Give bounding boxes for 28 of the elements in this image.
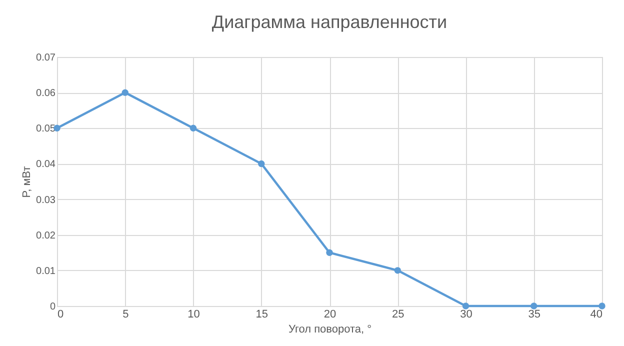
- y-axis-title: P, мВт: [21, 166, 34, 198]
- x-tick-label: 15: [256, 308, 268, 320]
- x-axis-title: Угол поворота, °: [288, 324, 372, 336]
- point: [122, 89, 128, 96]
- x-tick-label: 5: [122, 308, 129, 320]
- point: [190, 124, 197, 132]
- x-tick-label: 0: [58, 308, 64, 320]
- y-tick-label: 0: [50, 302, 56, 312]
- x-tick-label: 25: [392, 308, 404, 320]
- point: [462, 302, 470, 310]
- chart-title: Диаграмма направленности: [212, 12, 448, 32]
- y-tick-label: 0.03: [36, 194, 56, 206]
- x-tick-label: 20: [324, 308, 336, 320]
- x-tick-label: 40: [590, 308, 602, 320]
- point: [394, 267, 401, 274]
- x-tick-label: 30: [460, 308, 472, 320]
- y-tick-label: 0.02: [36, 230, 56, 242]
- point: [258, 160, 265, 168]
- y-tick-label: 0.07: [36, 52, 56, 64]
- y-tick-label: 0.01: [36, 266, 56, 277]
- point: [326, 249, 333, 256]
- y-tick-label: 0.04: [36, 159, 56, 170]
- point: [598, 302, 606, 310]
- x-tick-label: 35: [528, 308, 540, 320]
- y-tick-label: 0.06: [36, 88, 56, 100]
- x-tick-label: 10: [188, 308, 200, 320]
- y-tick-label: 0.05: [36, 124, 56, 135]
- point: [530, 302, 538, 310]
